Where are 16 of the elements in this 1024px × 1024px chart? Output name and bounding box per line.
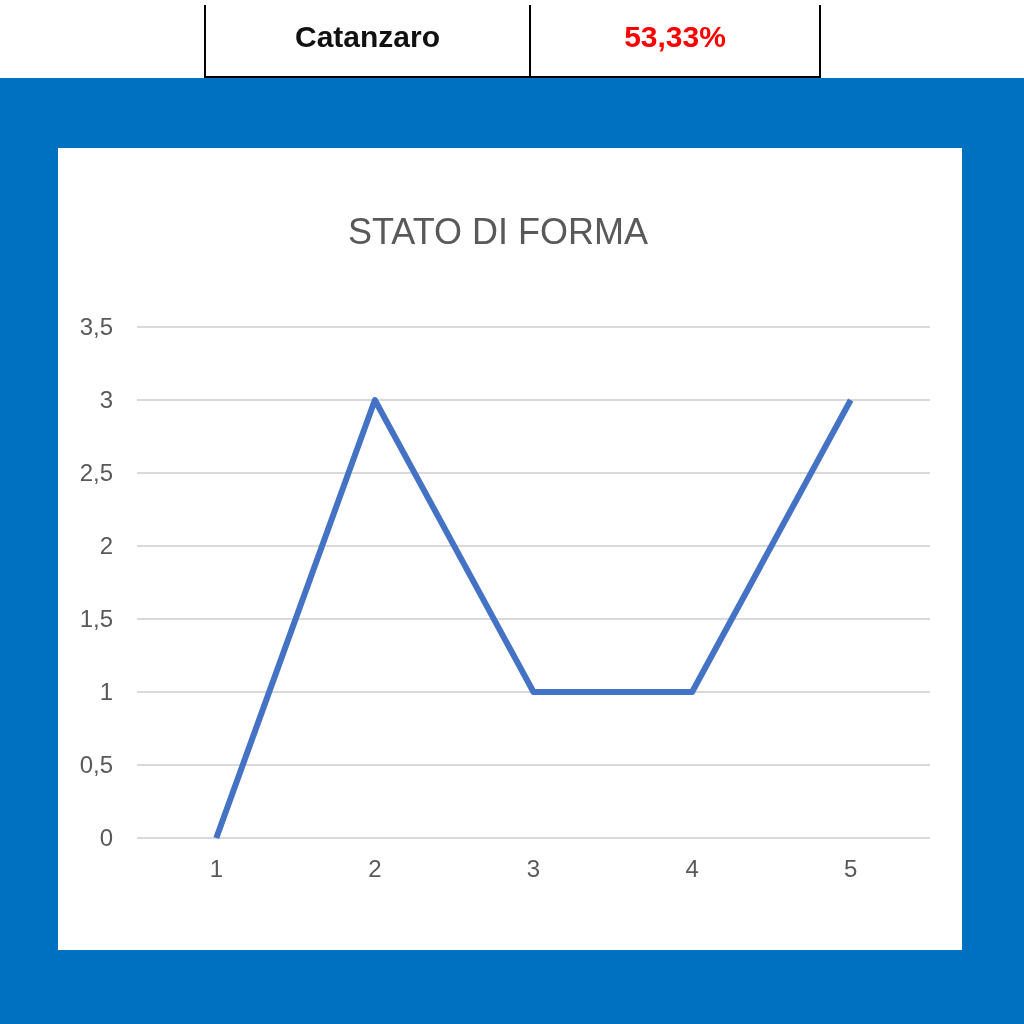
y-tick-label: 1: [99, 678, 113, 706]
y-tick-label: 3,5: [79, 313, 113, 341]
y-tick-label: 2,5: [79, 459, 113, 487]
y-tick-label: 0,5: [79, 751, 113, 779]
text: Catanzaro: [294, 20, 441, 54]
x-tick-label: 3: [526, 855, 541, 883]
y-tick-label: 3: [99, 386, 113, 414]
y-tick-label: 0: [99, 824, 113, 852]
x-tick-label: 4: [685, 855, 699, 883]
x-tick-label: 5: [844, 855, 858, 883]
y-tick-label: 1,5: [79, 605, 113, 633]
text: 53,33%: [624, 20, 726, 54]
chart-title: STATO DI FORMA: [347, 211, 649, 252]
x-tick-label: 2: [368, 855, 382, 883]
y-tick-label: 2: [99, 532, 113, 560]
x-tick-label: 1: [209, 855, 223, 883]
